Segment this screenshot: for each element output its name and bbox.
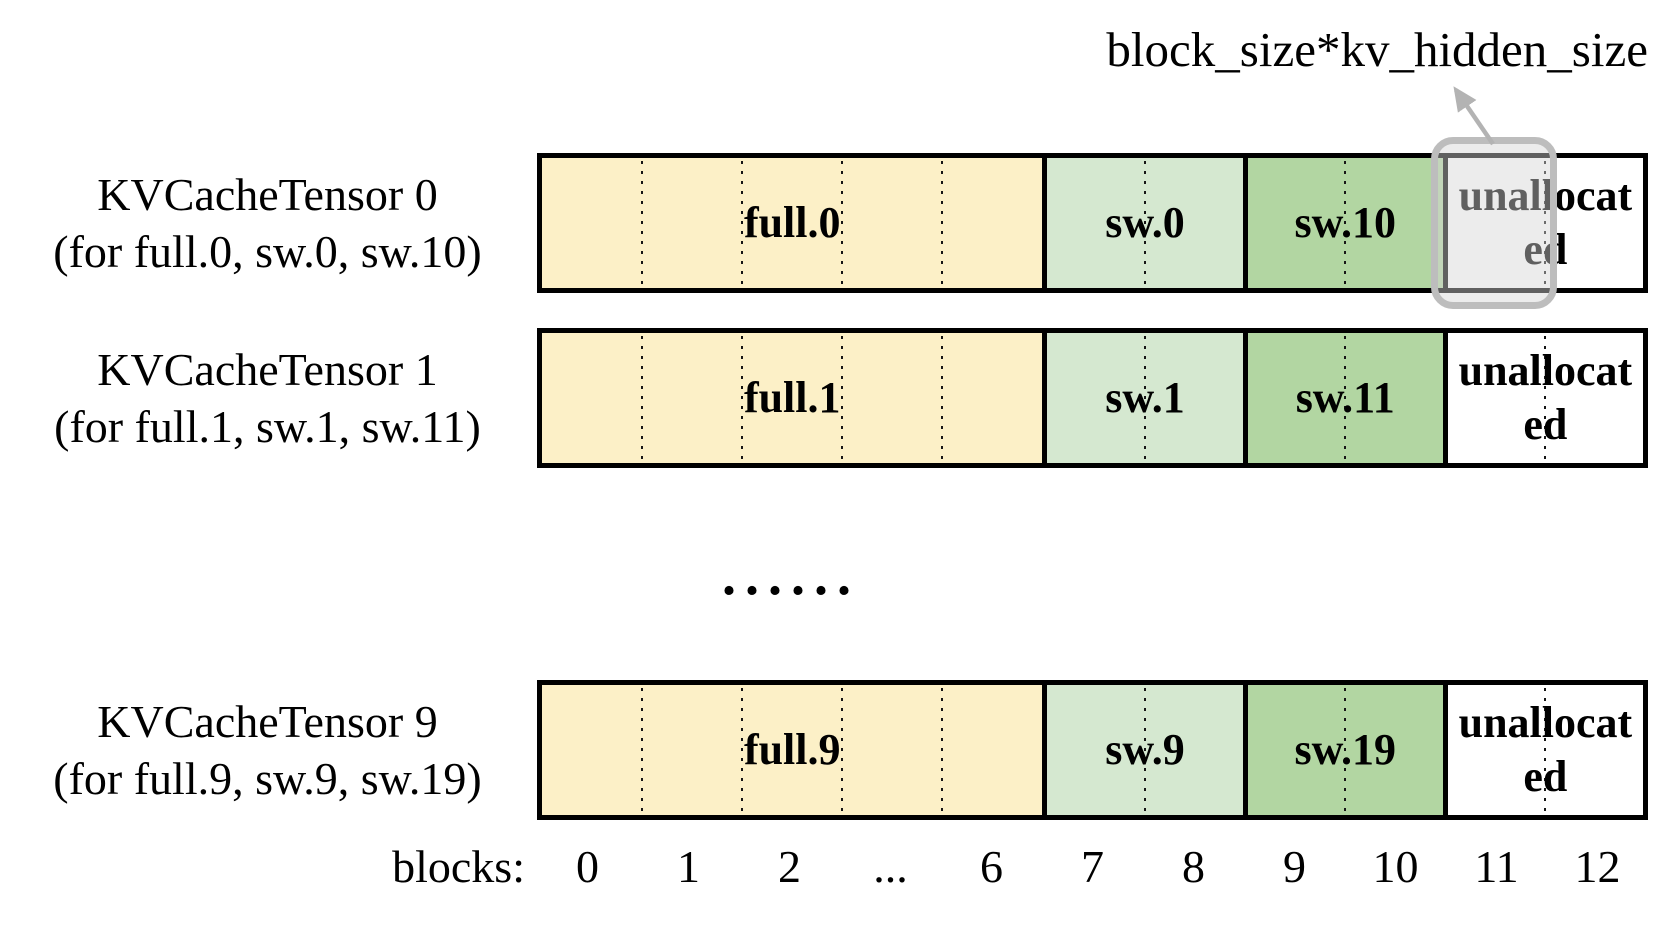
block-number: 12 <box>1574 841 1621 892</box>
segment-label: full.0 <box>743 198 841 248</box>
blocks-axis-numbers: 0 1 2 ... 6 7 8 9 10 11 12 <box>537 840 1648 894</box>
block-number: 2 <box>778 841 801 892</box>
tensor-scope: (for full.9, sw.9, sw.19) <box>53 753 482 804</box>
segment-label: sw.0 <box>1105 198 1185 248</box>
kv-cache-bar-0: full.0 sw.0 sw.10 unallocated <box>537 153 1648 293</box>
row-ellipsis: ...... <box>722 545 860 607</box>
block-number: 7 <box>1081 841 1104 892</box>
segment-sw-late: sw.11 <box>1242 333 1443 463</box>
segment-full: full.0 <box>542 158 1043 288</box>
segment-label: full.1 <box>743 373 841 423</box>
block-cells <box>542 161 1042 285</box>
segment-label: sw.9 <box>1105 725 1185 775</box>
tensor-label-0: KVCacheTensor 0 (for full.0, sw.0, sw.10… <box>15 166 520 280</box>
highlight-ring <box>1431 137 1557 309</box>
kv-cache-bar-9: full.9 sw.9 sw.19 unallocated <box>537 680 1648 820</box>
block-size-annotation: block_size*kv_hidden_size <box>1106 22 1648 77</box>
block-cells <box>1448 688 1643 812</box>
segment-sw-early: sw.9 <box>1042 685 1243 815</box>
segment-sw-early: sw.0 <box>1042 158 1243 288</box>
block-cells <box>1248 688 1443 812</box>
segment-label: sw.19 <box>1294 725 1396 775</box>
segment-label: unallocated <box>1458 346 1633 449</box>
tensor-scope: (for full.1, sw.1, sw.11) <box>54 401 481 452</box>
segment-full: full.1 <box>542 333 1043 463</box>
block-cells <box>542 688 1042 812</box>
block-number-ellipsis: ... <box>873 841 908 892</box>
segment-label: sw.10 <box>1294 198 1396 248</box>
segment-full: full.9 <box>542 685 1043 815</box>
block-cells <box>1448 336 1643 460</box>
segment-unallocated: unallocated <box>1442 685 1643 815</box>
segment-label: sw.11 <box>1295 373 1395 423</box>
segment-unallocated: unallocated <box>1442 333 1643 463</box>
tensor-name: KVCacheTensor 0 <box>97 169 438 220</box>
segment-sw-early: sw.1 <box>1042 333 1243 463</box>
block-number: 10 <box>1372 841 1419 892</box>
segment-unallocated: unallocated <box>1442 158 1643 288</box>
tensor-label-1: KVCacheTensor 1 (for full.1, sw.1, sw.11… <box>15 341 520 455</box>
block-cells <box>1248 161 1443 285</box>
tensor-name: KVCacheTensor 9 <box>97 696 438 747</box>
segment-sw-late: sw.10 <box>1242 158 1443 288</box>
block-cells <box>1047 688 1242 812</box>
block-number: 6 <box>980 841 1003 892</box>
block-number: 9 <box>1283 841 1306 892</box>
tensor-scope: (for full.0, sw.0, sw.10) <box>53 226 482 277</box>
tensor-name: KVCacheTensor 1 <box>97 344 438 395</box>
tensor-label-9: KVCacheTensor 9 (for full.9, sw.9, sw.19… <box>15 693 520 807</box>
segment-label: unallocated <box>1458 171 1633 274</box>
block-number: 1 <box>677 841 700 892</box>
block-cells <box>1448 161 1643 285</box>
blocks-axis-label: blocks: <box>392 841 525 892</box>
block-cells <box>1047 161 1242 285</box>
block-number: 11 <box>1474 841 1519 892</box>
kv-cache-bar-1: full.1 sw.1 sw.11 unallocated <box>537 328 1648 468</box>
block-cells <box>542 336 1042 460</box>
block-cells <box>1248 336 1443 460</box>
block-number: 0 <box>576 841 599 892</box>
segment-label: unallocated <box>1458 698 1633 801</box>
block-cells <box>1047 336 1242 460</box>
segment-label: sw.1 <box>1105 373 1185 423</box>
segment-label: full.9 <box>743 725 841 775</box>
annotation-arrow-icon <box>1453 86 1495 146</box>
segment-sw-late: sw.19 <box>1242 685 1443 815</box>
block-number: 8 <box>1182 841 1205 892</box>
